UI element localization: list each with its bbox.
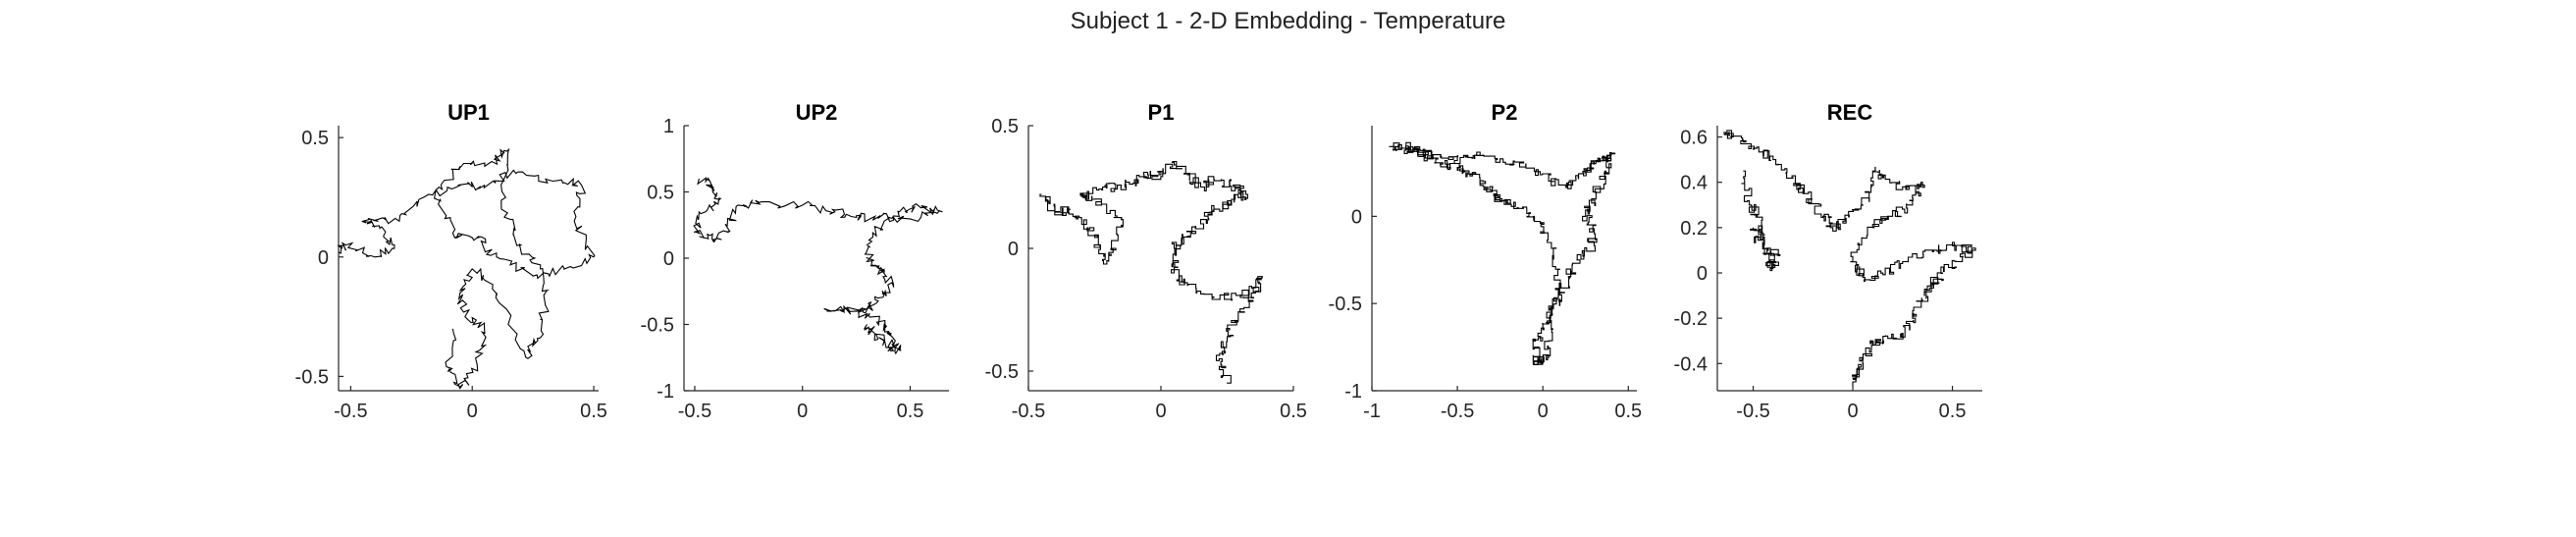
x-tick-label: -0.5 xyxy=(678,401,711,422)
y-tick-label: -0.5 xyxy=(641,315,674,337)
subplot-title: UP2 xyxy=(796,100,838,125)
subplot-title: UP1 xyxy=(447,100,490,125)
series-line xyxy=(1039,160,1263,384)
x-tick-label: 0 xyxy=(1847,401,1858,422)
y-tick-label: 0 xyxy=(1351,206,1362,228)
x-tick-label: 0 xyxy=(797,401,808,422)
subplot-title: REC xyxy=(1827,100,1873,125)
subplot-p2: P2 -1 -0.5 0 0.5 -1 -0.5 0 xyxy=(1329,100,1643,422)
y-tick-label: -1 xyxy=(657,381,674,403)
x-tick-label: 0.5 xyxy=(1939,401,1967,422)
y-tick-label: 0.4 xyxy=(1680,173,1708,194)
x-tick-label: -0.5 xyxy=(1012,401,1045,422)
x-tick-label: 0.5 xyxy=(580,401,607,422)
y-tick-label: -1 xyxy=(1344,381,1362,403)
y-tick-label: 0.5 xyxy=(301,128,329,149)
series-line xyxy=(1389,141,1616,365)
series-line xyxy=(1723,130,1976,387)
x-tick-label: 0.5 xyxy=(1280,401,1307,422)
y-tick-label: -0.5 xyxy=(1329,294,1362,315)
x-tick-label: 0 xyxy=(1155,401,1166,422)
y-tick-label: 0 xyxy=(1697,263,1708,285)
x-tick-label: 0 xyxy=(467,401,478,422)
y-tick-label: -0.5 xyxy=(985,361,1019,383)
subplot-up2: UP2-0.5 0 0.5-1-0.500.51 xyxy=(641,100,949,422)
y-tick-label: 0.5 xyxy=(991,116,1019,137)
x-tick-label: -0.5 xyxy=(334,401,367,422)
y-tick-label: 0 xyxy=(1008,239,1019,260)
y-tick-label: 0.2 xyxy=(1680,218,1708,240)
y-tick-label: 0 xyxy=(318,247,329,269)
subplot-p1: P1 -0.5 0 0.5 -0.5 0 0.5 xyxy=(985,100,1307,422)
subplot-title: P2 xyxy=(1492,100,1518,125)
subplot-rec: REC -0.5 0 0.5 -0.4 -0.2 0 0.2 0.4 0.6 xyxy=(1674,100,1982,422)
series-line xyxy=(693,177,943,355)
series-line xyxy=(337,147,596,390)
y-tick-label: -0.4 xyxy=(1674,353,1708,375)
y-tick-label: 0.6 xyxy=(1680,128,1708,149)
x-tick-label: -1 xyxy=(1363,401,1381,422)
x-tick-label: -0.5 xyxy=(1441,401,1474,422)
y-tick-label: -0.5 xyxy=(295,366,329,388)
subplot-title: P1 xyxy=(1148,100,1175,125)
y-tick-label: -0.2 xyxy=(1674,308,1708,330)
series-line-secondary xyxy=(1741,170,1781,272)
figure-title: Subject 1 - 2-D Embedding - Temperature xyxy=(1070,8,1506,34)
subplot-up1: UP1 -0.5 0 0.5 -0.5 0 0.5 xyxy=(295,100,607,422)
x-tick-label: -0.5 xyxy=(1736,401,1769,422)
y-tick-label: 0 xyxy=(663,248,674,270)
x-tick-label: 0 xyxy=(1538,401,1549,422)
y-tick-label: 1 xyxy=(663,116,674,137)
x-tick-label: 0.5 xyxy=(1614,401,1642,422)
x-tick-label: 0.5 xyxy=(897,401,924,422)
y-tick-label: 0.5 xyxy=(647,183,674,204)
